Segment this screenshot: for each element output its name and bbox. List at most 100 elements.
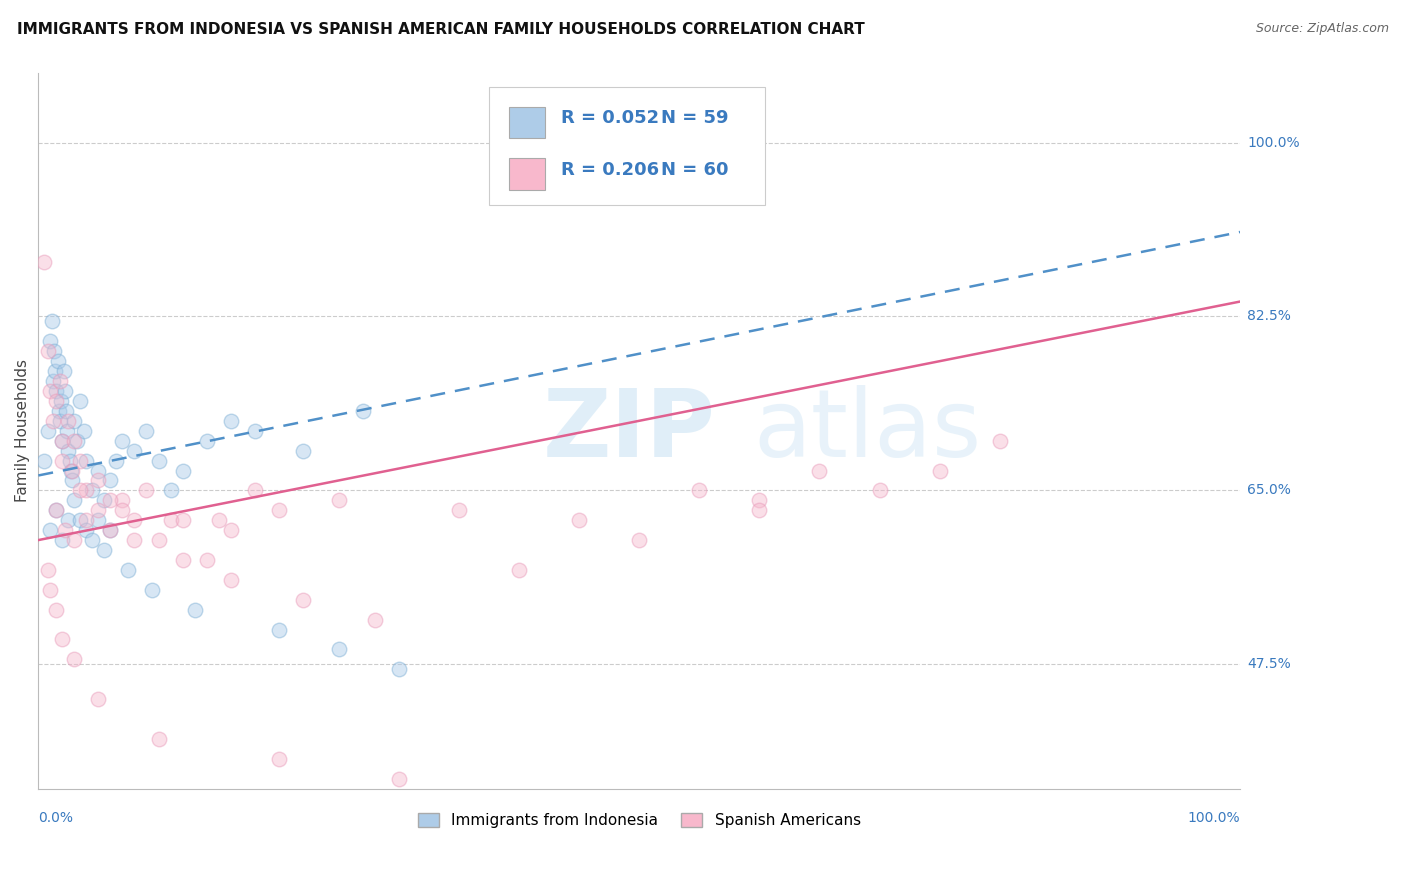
Point [207, 513, 229, 527]
Point [48, 404, 70, 418]
Point [37, 344, 59, 359]
Y-axis label: Family Households: Family Households [15, 359, 30, 502]
Text: atlas: atlas [754, 384, 981, 476]
Point [66, 434, 89, 448]
Point [388, 662, 411, 676]
Point [75, 523, 97, 537]
Text: ZIP: ZIP [543, 384, 716, 476]
Point [51, 533, 73, 547]
Point [45, 503, 67, 517]
Text: R = 0.206: R = 0.206 [561, 161, 659, 178]
Text: R = 0.052: R = 0.052 [561, 109, 659, 127]
Point [328, 642, 350, 657]
Point [49, 374, 72, 388]
Point [82, 533, 104, 547]
Point [195, 553, 218, 567]
Point [69, 453, 91, 467]
Point [45, 602, 67, 616]
Point [172, 463, 194, 477]
Point [688, 483, 710, 498]
Point [59, 463, 82, 477]
FancyBboxPatch shape [509, 158, 546, 190]
Legend: Immigrants from Indonesia, Spanish Americans: Immigrants from Indonesia, Spanish Ameri… [412, 807, 868, 835]
Point [56, 424, 79, 438]
Point [117, 563, 139, 577]
Point [37, 424, 59, 438]
Point [87, 503, 110, 517]
FancyBboxPatch shape [509, 107, 546, 138]
Point [51, 453, 73, 467]
Point [58, 513, 80, 527]
Point [60, 474, 83, 488]
Point [111, 493, 134, 508]
Point [53, 384, 76, 398]
Point [291, 592, 314, 607]
Point [82, 483, 104, 498]
Text: 0.0%: 0.0% [38, 811, 73, 825]
Point [44, 364, 66, 378]
Point [51, 393, 73, 408]
Point [508, 563, 530, 577]
Point [111, 434, 134, 448]
Point [243, 424, 266, 438]
Text: 47.5%: 47.5% [1247, 657, 1291, 672]
Point [195, 434, 218, 448]
Point [105, 453, 128, 467]
Point [87, 513, 110, 527]
Point [51, 632, 73, 647]
Point [364, 613, 387, 627]
Point [51, 434, 73, 448]
Point [58, 453, 80, 467]
Point [159, 483, 181, 498]
Point [93, 493, 115, 508]
Point [87, 474, 110, 488]
Point [267, 623, 290, 637]
Point [69, 393, 91, 408]
Point [87, 463, 110, 477]
Point [39, 334, 62, 349]
Point [219, 414, 242, 428]
Point [219, 573, 242, 587]
Text: IMMIGRANTS FROM INDONESIA VS SPANISH AMERICAN FAMILY HOUSEHOLDS CORRELATION CHAR: IMMIGRANTS FROM INDONESIA VS SPANISH AME… [17, 22, 865, 37]
Point [37, 563, 59, 577]
Point [58, 414, 80, 428]
Point [75, 513, 97, 527]
Point [124, 443, 146, 458]
Point [100, 523, 122, 537]
Point [58, 443, 80, 458]
Point [124, 513, 146, 527]
Point [141, 582, 163, 597]
Point [328, 493, 350, 508]
Point [39, 523, 62, 537]
Point [49, 414, 72, 428]
Point [135, 424, 157, 438]
Point [568, 513, 591, 527]
Point [34, 255, 56, 269]
Point [111, 503, 134, 517]
Point [42, 344, 65, 359]
Point [53, 523, 76, 537]
FancyBboxPatch shape [489, 87, 765, 205]
Point [34, 453, 56, 467]
Point [63, 652, 86, 666]
Point [100, 474, 122, 488]
Point [93, 543, 115, 558]
Point [69, 513, 91, 527]
Point [291, 443, 314, 458]
Point [172, 553, 194, 567]
Point [42, 374, 65, 388]
Point [748, 503, 770, 517]
Text: 65.0%: 65.0% [1247, 483, 1291, 498]
Point [63, 434, 86, 448]
Point [87, 692, 110, 706]
Text: 100.0%: 100.0% [1247, 136, 1299, 150]
Point [73, 424, 96, 438]
Point [808, 463, 831, 477]
Point [75, 483, 97, 498]
Point [45, 393, 67, 408]
Text: N = 60: N = 60 [661, 161, 728, 178]
Point [869, 483, 891, 498]
Point [243, 483, 266, 498]
Text: 82.5%: 82.5% [1247, 310, 1291, 324]
Point [628, 533, 651, 547]
